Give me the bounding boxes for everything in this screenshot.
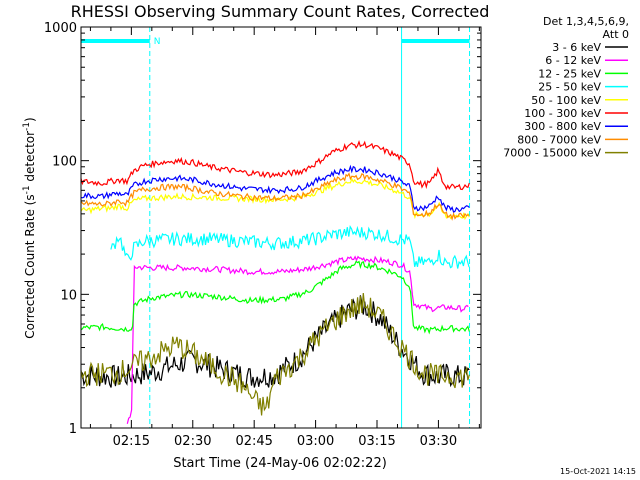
plot-frame (80, 26, 482, 429)
y-axis-label-end: ) (23, 117, 37, 122)
x-tick-label-3: 03:00 (297, 434, 334, 449)
series-3 (110, 224, 470, 269)
legend-header-line-1: Det 1,3,4,5,6,9, (543, 15, 629, 28)
series-line-8 (80, 292, 470, 416)
series-line-6 (80, 164, 470, 213)
series-1 (126, 255, 469, 424)
series-line-7 (80, 172, 470, 221)
y-axis: 1 10 100 1000 (44, 21, 481, 437)
night-label: N (154, 37, 161, 47)
y-axis-label: Corrected Count Rate (s-1 detector-1) (22, 117, 37, 338)
y-tick-label-3: 1000 (44, 21, 77, 36)
x-tick-label-0: 02:15 (113, 434, 150, 449)
x-tick-label-4: 03:15 (358, 434, 395, 449)
y-tick-label-0: 1 (69, 422, 77, 437)
legend-label-2: 12 - 25 keV (538, 67, 601, 80)
legend-label-6: 300 - 800 keV (524, 120, 601, 133)
series-0 (80, 295, 470, 390)
legend-label-0: 3 - 6 keV (552, 41, 601, 54)
footer-date: 15-Oct-2021 14:15 (560, 467, 636, 476)
legend-label-7: 800 - 7000 keV (517, 133, 601, 146)
x-tick-label-5: 03:30 (420, 434, 457, 449)
y-tick-label-2: 100 (52, 155, 77, 170)
legend-label-5: 100 - 300 keV (524, 107, 601, 120)
y-axis-label-main: Corrected Count Rate (s (23, 194, 37, 338)
series-6 (80, 164, 470, 213)
x-tick-label-1: 02:30 (174, 434, 211, 449)
legend-label-4: 50 - 100 keV (531, 94, 601, 107)
series-2 (80, 260, 470, 335)
legend-label-1: 6 - 12 keV (545, 54, 601, 67)
y-tick-label-1: 10 (60, 288, 77, 303)
x-tick-label-2: 02:45 (235, 434, 272, 449)
series-line-1 (126, 255, 469, 424)
series-8 (80, 292, 470, 416)
y-axis-label-sup1: -1 (22, 185, 32, 194)
y-axis-label-sup2: -1 (22, 122, 32, 131)
x-axis: 02:15 02:30 02:45 03:00 03:15 03:30 (89, 27, 480, 449)
y-axis-label-mid: detector (23, 131, 37, 186)
series-line-0 (80, 295, 470, 390)
series-line-5 (80, 140, 470, 191)
x-axis-label: Start Time (24-May-06 02:02:22) (173, 456, 387, 471)
plot-area: N (80, 27, 471, 428)
series-line-3 (110, 224, 470, 269)
chart-title: RHESSI Observing Summary Count Rates, Co… (71, 2, 490, 21)
legend-label-8: 7000 - 15000 keV (503, 147, 601, 160)
series-5 (80, 140, 470, 191)
legend-label-3: 25 - 50 keV (538, 81, 601, 94)
series-7 (80, 172, 470, 221)
series-line-2 (80, 260, 470, 335)
legend-header-line-2: Att 0 (603, 28, 629, 41)
